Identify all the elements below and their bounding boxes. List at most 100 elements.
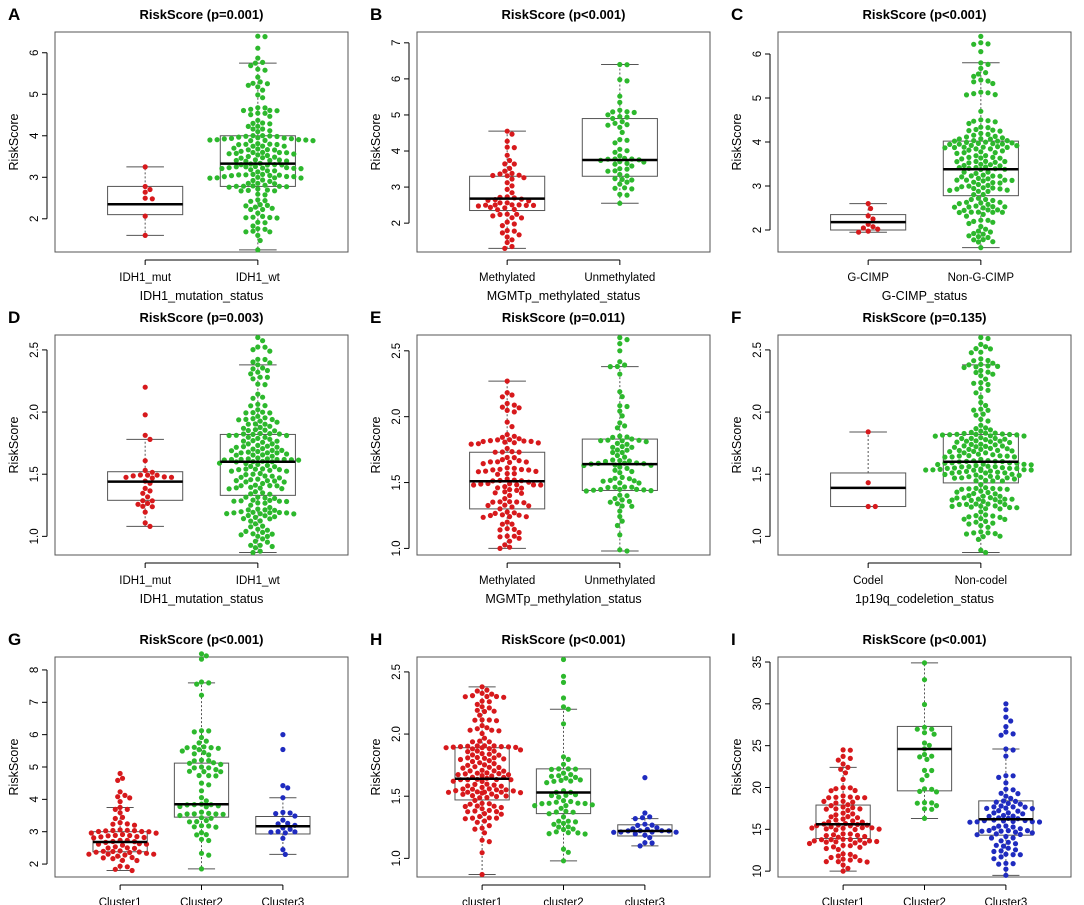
data-point [1021,461,1027,467]
data-point [1000,843,1007,849]
data-point [276,157,282,163]
group-g-cimp [830,201,907,235]
data-point [472,717,478,723]
group-cluster2 [173,651,230,872]
data-point [273,811,279,817]
data-point [486,746,492,752]
data-point [284,468,290,474]
data-point [489,791,495,797]
data-point [990,209,996,215]
data-point [269,531,275,537]
data-point [260,59,266,65]
data-point [495,207,501,213]
data-point [999,148,1006,154]
data-point [1003,746,1009,752]
data-point [548,766,555,773]
data-point [1003,872,1009,878]
data-point [641,487,647,493]
data-point [282,851,288,858]
data-point [233,432,239,438]
data-point [257,470,263,477]
data-point [629,186,635,192]
data-point [942,145,948,151]
data-point [238,532,244,538]
data-point [610,434,616,440]
data-point [502,484,508,490]
data-point [487,204,493,210]
data-point [1014,432,1020,438]
data-point [252,482,258,488]
data-point [469,752,476,758]
data-point [1010,804,1016,810]
data-point [243,164,249,170]
data-point [990,173,996,179]
data-point [992,92,998,98]
data-point [997,453,1003,459]
data-point [854,795,861,801]
data-point [983,450,989,456]
data-point [91,835,97,841]
data-point [147,186,153,193]
data-point [992,119,998,125]
data-point [607,364,613,370]
data-point [530,202,537,208]
data-point [990,127,996,133]
data-point [617,99,623,105]
data-point [1020,811,1026,817]
data-point [250,446,256,452]
group-codel [830,429,907,510]
data-point [479,690,485,696]
data-point [560,798,567,804]
data-point [272,188,278,194]
data-point [474,688,480,694]
data-point [255,533,261,539]
data-point [218,761,224,768]
data-point [1009,496,1015,502]
data-point [995,138,1001,144]
data-point [1010,773,1016,779]
data-point [112,866,118,872]
data-point [939,432,946,438]
data-point [978,399,984,406]
data-point [134,857,140,864]
data-point [226,151,232,157]
data-point [130,473,136,479]
data-point [272,147,278,153]
data-point [123,474,129,480]
data-point [560,761,567,767]
data-point [284,510,290,516]
data-point [252,60,258,66]
data-point [840,831,846,837]
data-point [198,651,205,657]
data-point [469,786,476,792]
data-point [1028,467,1034,473]
x-axis-label: IDH1_mutation_status [140,592,264,606]
data-point [961,169,967,175]
data-point [191,824,197,830]
data-point [510,788,516,794]
data-point [1021,467,1027,473]
data-point [619,497,625,503]
data-point [86,851,92,857]
data-point [282,830,288,836]
data-point [255,92,261,98]
data-point [255,141,261,147]
data-point [990,520,996,526]
data-point [617,181,623,187]
data-point [929,786,935,792]
data-point [516,449,522,455]
data-point [974,819,980,825]
data-point [612,168,618,174]
data-point [980,185,986,191]
data-point [198,780,205,786]
data-point [142,432,148,438]
data-point [248,63,254,69]
data-point [833,817,839,823]
data-point [985,207,991,213]
data-point [504,128,510,134]
data-point [110,821,116,827]
panel-e: E RiskScore (p=0.011)1.01.52.02.5RiskScor… [369,308,711,606]
data-point [206,680,212,686]
data-point [267,410,273,416]
data-point [975,536,982,543]
